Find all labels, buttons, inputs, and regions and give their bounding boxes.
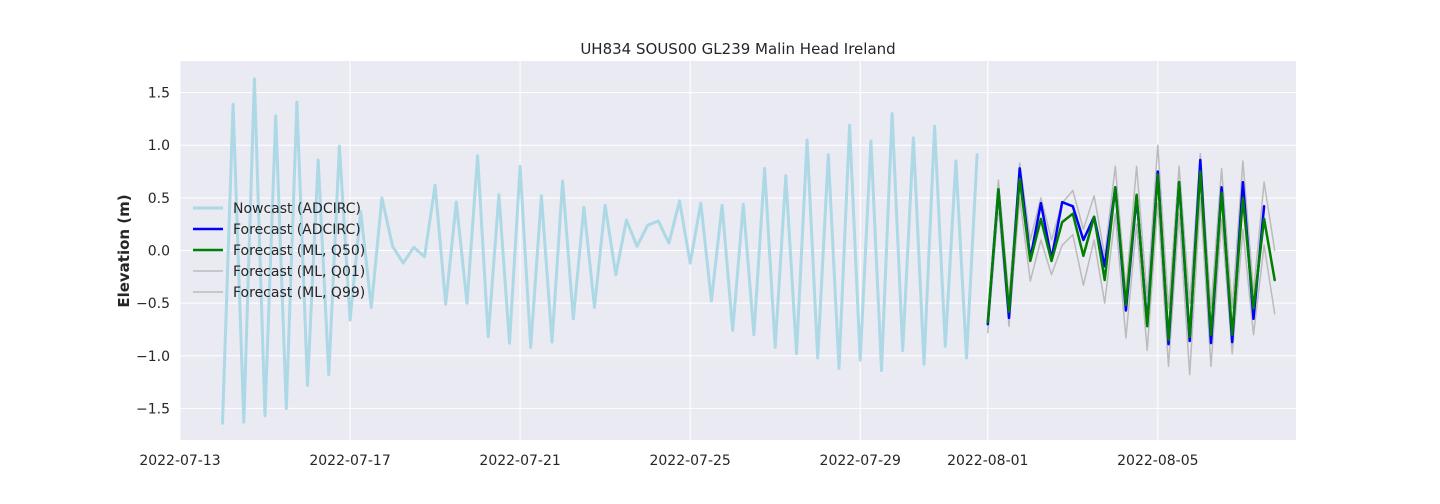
y-tick-label: 0.5 xyxy=(148,191,170,207)
chart-title: UH834 SOUS00 GL239 Malin Head Ireland xyxy=(580,40,895,58)
y-tick-label: 1.0 xyxy=(148,138,170,154)
series-line-0 xyxy=(221,77,979,425)
x-tick-label: 2022-07-25 xyxy=(649,453,730,469)
legend-entry: Forecast (ML, Q99) xyxy=(233,285,365,301)
legend-entry: Nowcast (ADCIRC) xyxy=(233,201,361,217)
x-tick-label: 2022-08-01 xyxy=(947,453,1028,469)
legend-entry: Forecast (ADCIRC) xyxy=(233,222,361,238)
y-tick-label: 0.0 xyxy=(148,244,170,260)
y-tick-label: −0.5 xyxy=(136,296,170,312)
ticks: 2022-07-13 2022-07-17 2022-07-21 2022-07-25… xyxy=(136,86,1199,469)
legend-entry: Forecast (ML, Q01) xyxy=(233,264,365,280)
y-axis-label: Elevation (m) xyxy=(115,194,133,307)
y-tick-label: −1.0 xyxy=(136,349,170,365)
x-tick-label: 2022-07-29 xyxy=(820,453,901,469)
series-line-3 xyxy=(987,197,1276,376)
x-tick-label: 2022-07-13 xyxy=(139,453,220,469)
legend-entry: Forecast (ML, Q50) xyxy=(233,243,365,259)
series-line-2 xyxy=(986,170,1276,342)
x-tick-label: 2022-07-17 xyxy=(309,453,390,469)
series-layer xyxy=(221,77,1276,425)
legend: Nowcast (ADCIRC) Forecast (ADCIRC) Forecas… xyxy=(193,201,365,301)
series-line-4 xyxy=(987,144,1276,315)
y-tick-label: −1.5 xyxy=(136,401,170,417)
x-tick-label: 2022-08-05 xyxy=(1117,453,1198,469)
x-tick-label: 2022-07-21 xyxy=(479,453,560,469)
y-tick-label: 1.5 xyxy=(148,86,170,102)
